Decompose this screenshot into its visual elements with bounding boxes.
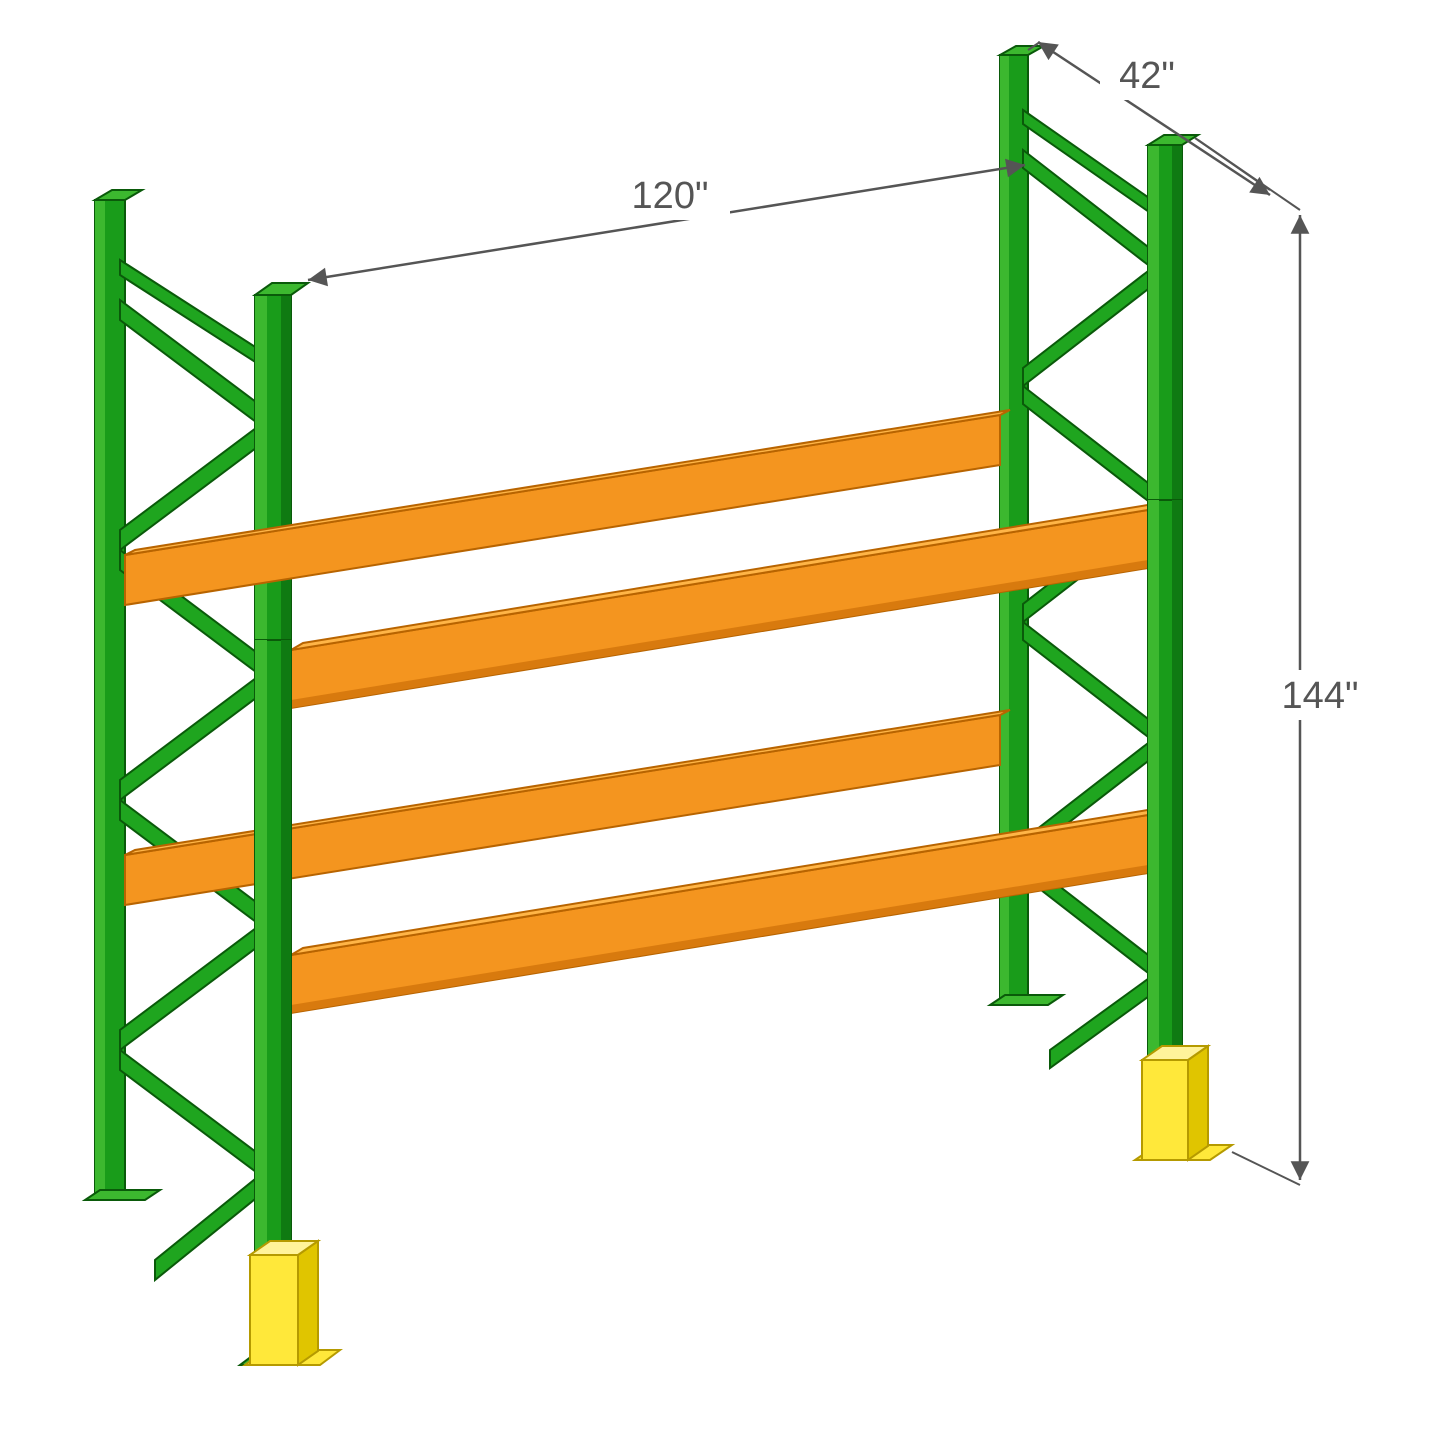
bracing-left-frame bbox=[120, 260, 260, 1280]
base-plate-back-right bbox=[990, 995, 1063, 1005]
bracing-right-frame bbox=[1023, 110, 1152, 1068]
foot-guard-front-left bbox=[245, 1241, 340, 1365]
dimension-height: 144" bbox=[1198, 140, 1380, 1185]
post-back-left bbox=[95, 190, 142, 1200]
pallet-rack-diagram: 120" 42" 144" bbox=[0, 0, 1445, 1445]
base-plate-back-left bbox=[85, 1190, 160, 1200]
dimension-depth-label: 42" bbox=[1119, 55, 1175, 97]
dimension-width: 120" bbox=[308, 165, 1025, 280]
dimension-width-label: 120" bbox=[632, 175, 709, 217]
foot-guard-front-right bbox=[1135, 1046, 1232, 1160]
dimension-height-label: 144" bbox=[1282, 675, 1359, 717]
